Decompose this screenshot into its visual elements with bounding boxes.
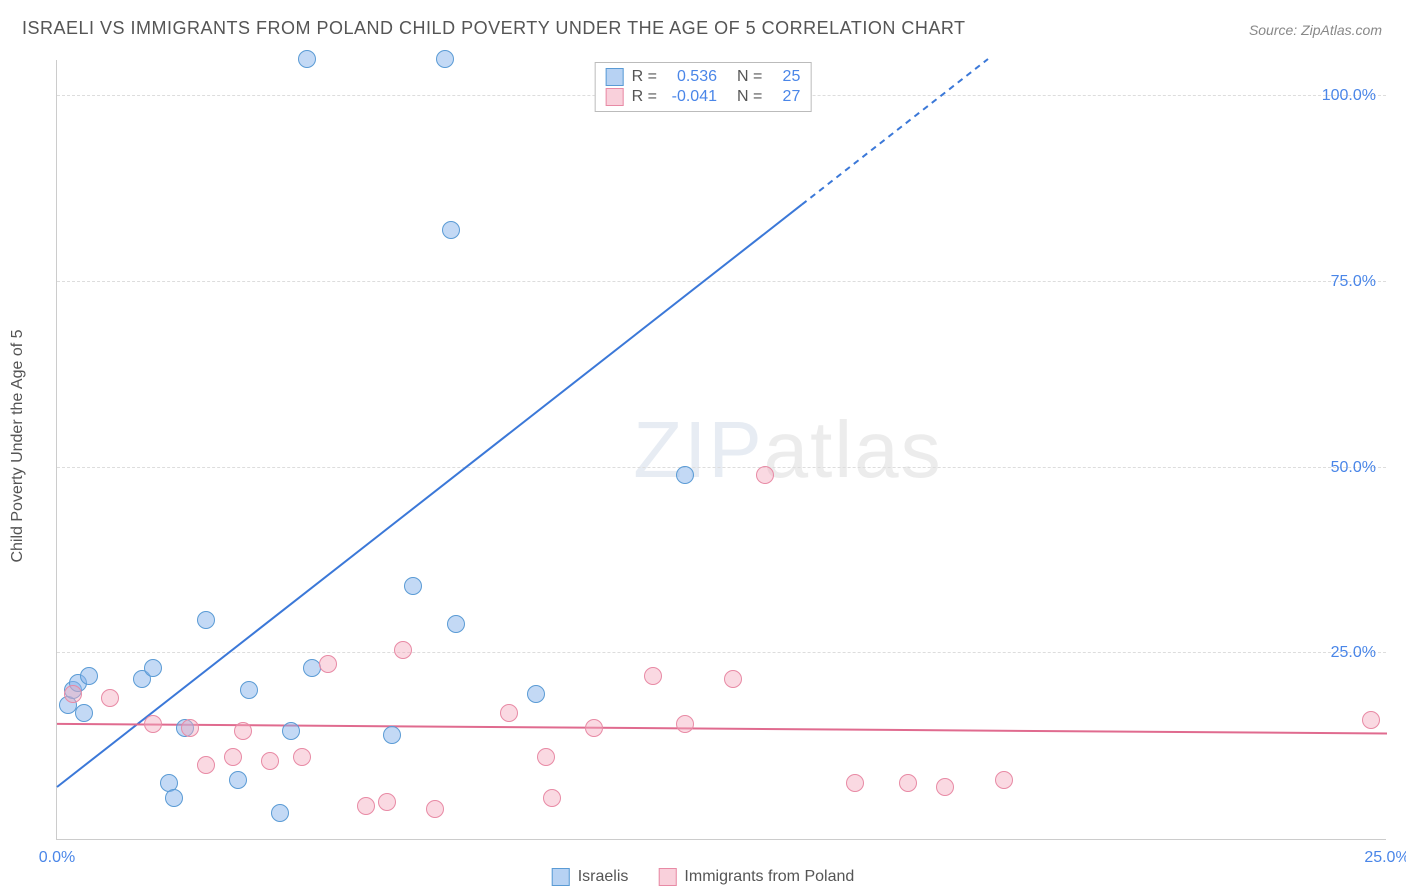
data-point [447, 615, 465, 633]
data-point [80, 667, 98, 685]
data-point [271, 804, 289, 822]
data-point [899, 774, 917, 792]
data-point [676, 466, 694, 484]
data-point [282, 722, 300, 740]
r-label: R = [632, 68, 657, 86]
data-point [585, 719, 603, 737]
data-point [229, 771, 247, 789]
source-attribution: Source: ZipAtlas.com [1249, 22, 1382, 38]
data-point [144, 715, 162, 733]
data-point [404, 577, 422, 595]
legend-item: Immigrants from Poland [658, 868, 854, 886]
trend-lines [57, 59, 1387, 839]
data-point [181, 719, 199, 737]
data-point [378, 793, 396, 811]
data-point [293, 748, 311, 766]
legend-label: Immigrants from Poland [684, 868, 854, 886]
data-point [298, 50, 316, 68]
data-point [936, 778, 954, 796]
data-point [995, 771, 1013, 789]
data-point [234, 722, 252, 740]
data-point [527, 685, 545, 703]
series-legend: Israelis Immigrants from Poland [552, 868, 855, 886]
data-point [500, 704, 518, 722]
r-label: R = [632, 88, 657, 106]
n-label: N = [737, 68, 762, 86]
swatch-icon [606, 88, 624, 106]
swatch-icon [552, 868, 570, 886]
y-axis-label: Child Poverty Under the Age of 5 [9, 329, 27, 562]
stats-legend-row: R = -0.041 N = 27 [606, 87, 801, 107]
n-label: N = [737, 88, 762, 106]
data-point [75, 704, 93, 722]
data-point [846, 774, 864, 792]
plot-area: ZIPatlas 25.0%50.0%75.0%100.0%0.0%25.0% [56, 60, 1386, 840]
data-point [64, 685, 82, 703]
data-point [426, 800, 444, 818]
data-point [394, 641, 412, 659]
data-point [543, 789, 561, 807]
data-point [101, 689, 119, 707]
xtick-label: 0.0% [39, 849, 75, 867]
r-value: 0.536 [665, 68, 717, 86]
r-value: -0.041 [665, 88, 717, 106]
data-point [224, 748, 242, 766]
data-point [383, 726, 401, 744]
data-point [319, 655, 337, 673]
legend-item: Israelis [552, 868, 629, 886]
swatch-icon [606, 68, 624, 86]
data-point [644, 667, 662, 685]
data-point [676, 715, 694, 733]
stats-legend: R = 0.536 N = 25 R = -0.041 N = 27 [595, 62, 812, 112]
data-point [261, 752, 279, 770]
data-point [442, 221, 460, 239]
legend-label: Israelis [578, 868, 629, 886]
data-point [756, 466, 774, 484]
data-point [724, 670, 742, 688]
data-point [537, 748, 555, 766]
swatch-icon [658, 868, 676, 886]
n-value: 25 [770, 68, 800, 86]
chart-title: ISRAELI VS IMMIGRANTS FROM POLAND CHILD … [22, 18, 966, 39]
data-point [357, 797, 375, 815]
n-value: 27 [770, 88, 800, 106]
data-point [197, 611, 215, 629]
data-point [197, 756, 215, 774]
data-point [165, 789, 183, 807]
data-point [1362, 711, 1380, 729]
stats-legend-row: R = 0.536 N = 25 [606, 67, 801, 87]
data-point [436, 50, 454, 68]
data-point [240, 681, 258, 699]
data-point [144, 659, 162, 677]
xtick-label: 25.0% [1364, 849, 1406, 867]
